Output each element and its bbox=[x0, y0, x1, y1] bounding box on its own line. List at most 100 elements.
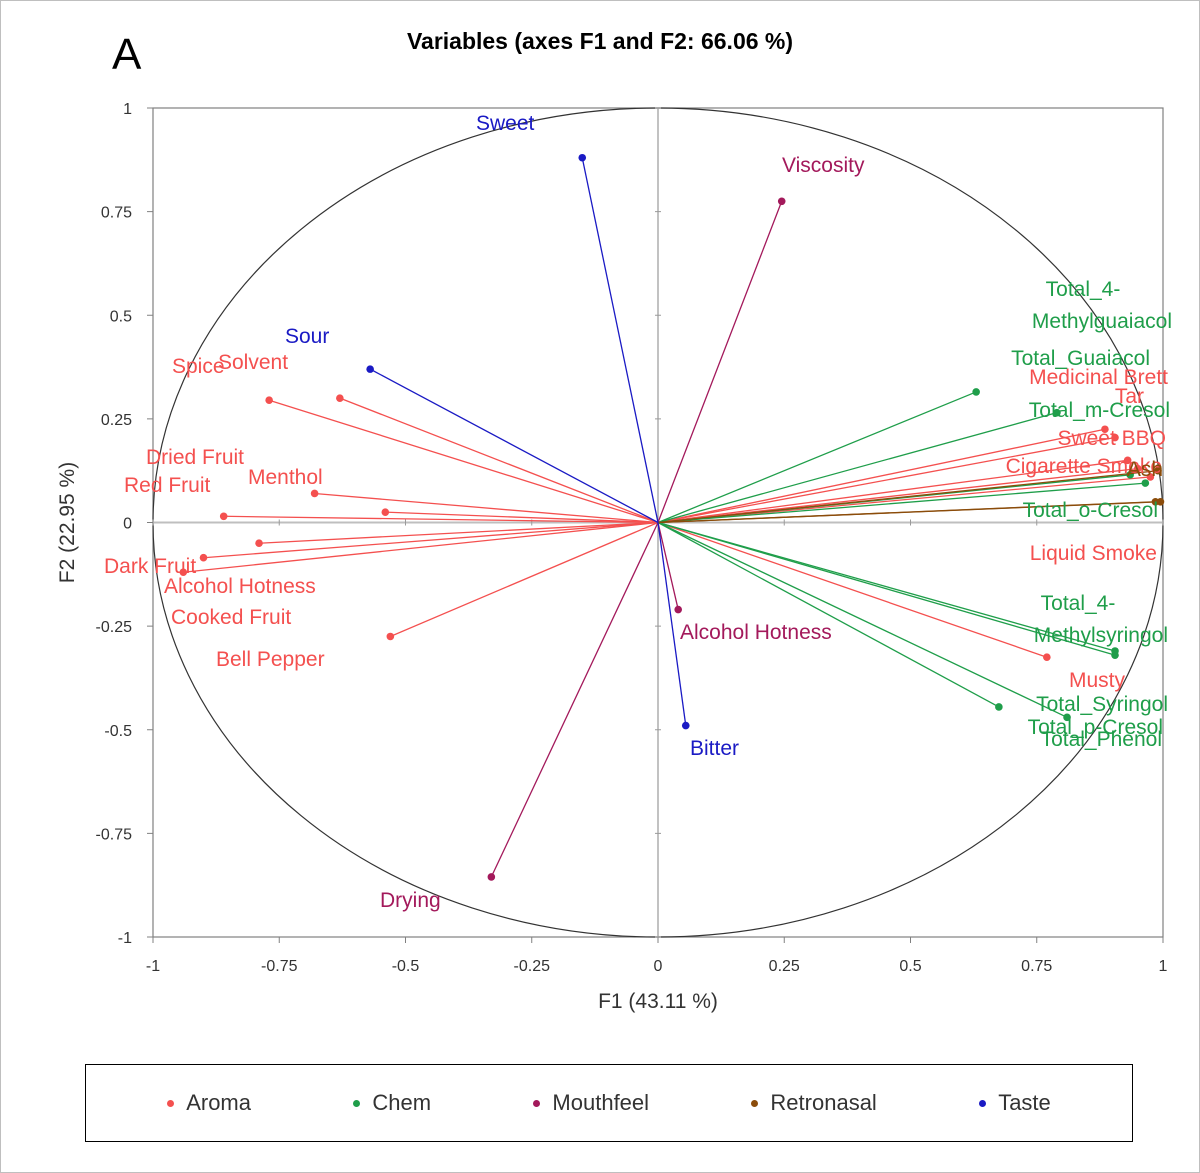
data-point-retronasal bbox=[1154, 466, 1162, 475]
legend-label: Mouthfeel bbox=[552, 1090, 650, 1115]
legend-label: Taste bbox=[998, 1090, 1051, 1115]
vector-line-aroma bbox=[259, 521, 659, 544]
legend-marker bbox=[533, 1099, 541, 1107]
x-tick-label: -0.75 bbox=[261, 958, 298, 975]
vector-line-aroma bbox=[203, 521, 659, 559]
legend-label: Aroma bbox=[186, 1090, 251, 1115]
point-label: Solvent bbox=[218, 351, 288, 374]
point-label: Total_m-Cresol bbox=[1029, 399, 1170, 422]
y-tick-label: -0.75 bbox=[96, 826, 133, 843]
point-label: Total_o-Cresol bbox=[1023, 499, 1158, 522]
vector-line-aroma bbox=[314, 492, 659, 524]
point-label: Cooked Fruit bbox=[171, 606, 291, 629]
vector-line-aroma bbox=[268, 399, 659, 524]
y-tick-label: 0.25 bbox=[101, 412, 132, 429]
point-label: Dark Fruit bbox=[104, 555, 196, 578]
data-point-taste bbox=[366, 365, 374, 373]
legend-label: Chem bbox=[372, 1090, 432, 1115]
y-tick-label: -0.25 bbox=[96, 619, 133, 636]
vector-line-aroma bbox=[223, 515, 659, 524]
vector-line-chem bbox=[657, 391, 977, 524]
vector-line-aroma bbox=[339, 397, 659, 524]
y-axis-title: F2 (22.95 %) bbox=[56, 462, 79, 583]
point-label: Bell Pepper bbox=[216, 648, 325, 671]
x-tick-label: -0.25 bbox=[514, 958, 551, 975]
point-label: Total_4-Methylguaiacol bbox=[1032, 278, 1172, 333]
legend-item-taste: Taste bbox=[979, 1090, 1051, 1116]
point-label: Red Fruit bbox=[124, 474, 211, 497]
point-label: Total_Phenol bbox=[1041, 728, 1162, 751]
point-label: Alcohol Hotness bbox=[680, 621, 832, 644]
data-point-chem bbox=[972, 388, 980, 396]
data-point-aroma bbox=[219, 512, 228, 521]
point-label: Total_p-Cresol bbox=[1028, 716, 1163, 739]
data-point-aroma bbox=[255, 539, 263, 548]
data-point-aroma bbox=[199, 553, 208, 562]
vector-line-aroma bbox=[657, 459, 1128, 524]
legend-item-aroma: Aroma bbox=[167, 1090, 251, 1116]
data-point-aroma bbox=[1043, 653, 1051, 662]
y-tick-label: -1 bbox=[118, 930, 132, 947]
vector-line-aroma bbox=[183, 521, 659, 573]
data-point-chem bbox=[1141, 479, 1150, 487]
vector-line-aroma bbox=[657, 521, 1048, 658]
point-label: Tar bbox=[1115, 385, 1144, 408]
vector-line-mouthfeel bbox=[657, 522, 679, 610]
data-point-aroma bbox=[1133, 464, 1142, 473]
legend-item-chem: Chem bbox=[353, 1090, 431, 1116]
point-label: Sour bbox=[285, 325, 329, 348]
x-tick-label: 0 bbox=[654, 958, 663, 975]
data-point-chem bbox=[1063, 713, 1071, 722]
data-point-aroma bbox=[336, 394, 344, 402]
vector-line-retronasal bbox=[657, 501, 1161, 524]
point-label: Liquid Smoke bbox=[1030, 542, 1157, 565]
data-point-chem bbox=[995, 703, 1003, 711]
vector-line-aroma bbox=[657, 467, 1138, 524]
data-point-aroma bbox=[265, 396, 273, 405]
point-label: Menthol bbox=[248, 466, 323, 489]
y-tick-label: 0.5 bbox=[110, 308, 132, 325]
vector-line-retronasal bbox=[657, 470, 1159, 524]
vector-line-taste bbox=[369, 368, 659, 524]
legend-marker bbox=[751, 1099, 759, 1107]
data-point-aroma bbox=[1101, 425, 1109, 434]
y-tick-label: 0 bbox=[123, 516, 132, 533]
vector-line-mouthfeel bbox=[657, 201, 783, 523]
legend-item-retronasal: Retronasal bbox=[751, 1090, 877, 1116]
point-label: Bitter bbox=[690, 737, 739, 760]
vector-line-aroma bbox=[657, 428, 1106, 524]
biplot-chart: -1 -0.75 -0.5 -0.25 0 0.25 0.5 0.75 1 1 0.75 0.5 0.2… bbox=[56, 101, 1172, 1013]
point-label: Medicinal Brett bbox=[1029, 366, 1168, 389]
point-label: Drying bbox=[380, 889, 441, 912]
data-point-aroma bbox=[1123, 456, 1132, 465]
legend-marker bbox=[167, 1099, 175, 1107]
legend-label: Retronasal bbox=[770, 1090, 877, 1115]
data-point-mouthfeel bbox=[674, 605, 682, 614]
point-label: Viscosity bbox=[782, 154, 865, 177]
data-point-taste bbox=[578, 153, 587, 162]
legend: Aroma Chem Mouthfeel Retronasal Taste bbox=[85, 1064, 1133, 1142]
chart-title: Variables (axes F1 and F2: 66.06 %) bbox=[406, 28, 794, 54]
point-label: Dried Fruit bbox=[146, 446, 244, 469]
vector-line-aroma bbox=[657, 436, 1116, 524]
point-label: Sweet bbox=[476, 112, 535, 135]
vector-line-chem bbox=[657, 521, 1116, 656]
data-point-aroma bbox=[1146, 473, 1155, 481]
vector-line-chem bbox=[657, 412, 1058, 524]
data-point-mouthfeel bbox=[777, 197, 786, 206]
data-point-taste bbox=[681, 721, 690, 730]
vector-line-chem bbox=[657, 521, 1000, 708]
x-tick-label: 0.5 bbox=[899, 958, 921, 975]
x-axis-title: F1 (43.11 %) bbox=[598, 990, 718, 1013]
point-label: Cigarette Smoke bbox=[1006, 455, 1162, 478]
data-point-mouthfeel bbox=[487, 873, 496, 881]
point-label: Total_Guaiacol bbox=[1011, 347, 1150, 370]
x-tick-label: 0.75 bbox=[1021, 958, 1052, 975]
point-label: Ash bbox=[1127, 458, 1163, 481]
vector-line-aroma bbox=[385, 511, 659, 524]
data-point-aroma bbox=[310, 489, 319, 498]
data-point-retronasal bbox=[1156, 497, 1165, 506]
legend-marker bbox=[353, 1099, 361, 1107]
vector-line-aroma bbox=[390, 521, 659, 638]
data-point-chem bbox=[1053, 408, 1061, 417]
